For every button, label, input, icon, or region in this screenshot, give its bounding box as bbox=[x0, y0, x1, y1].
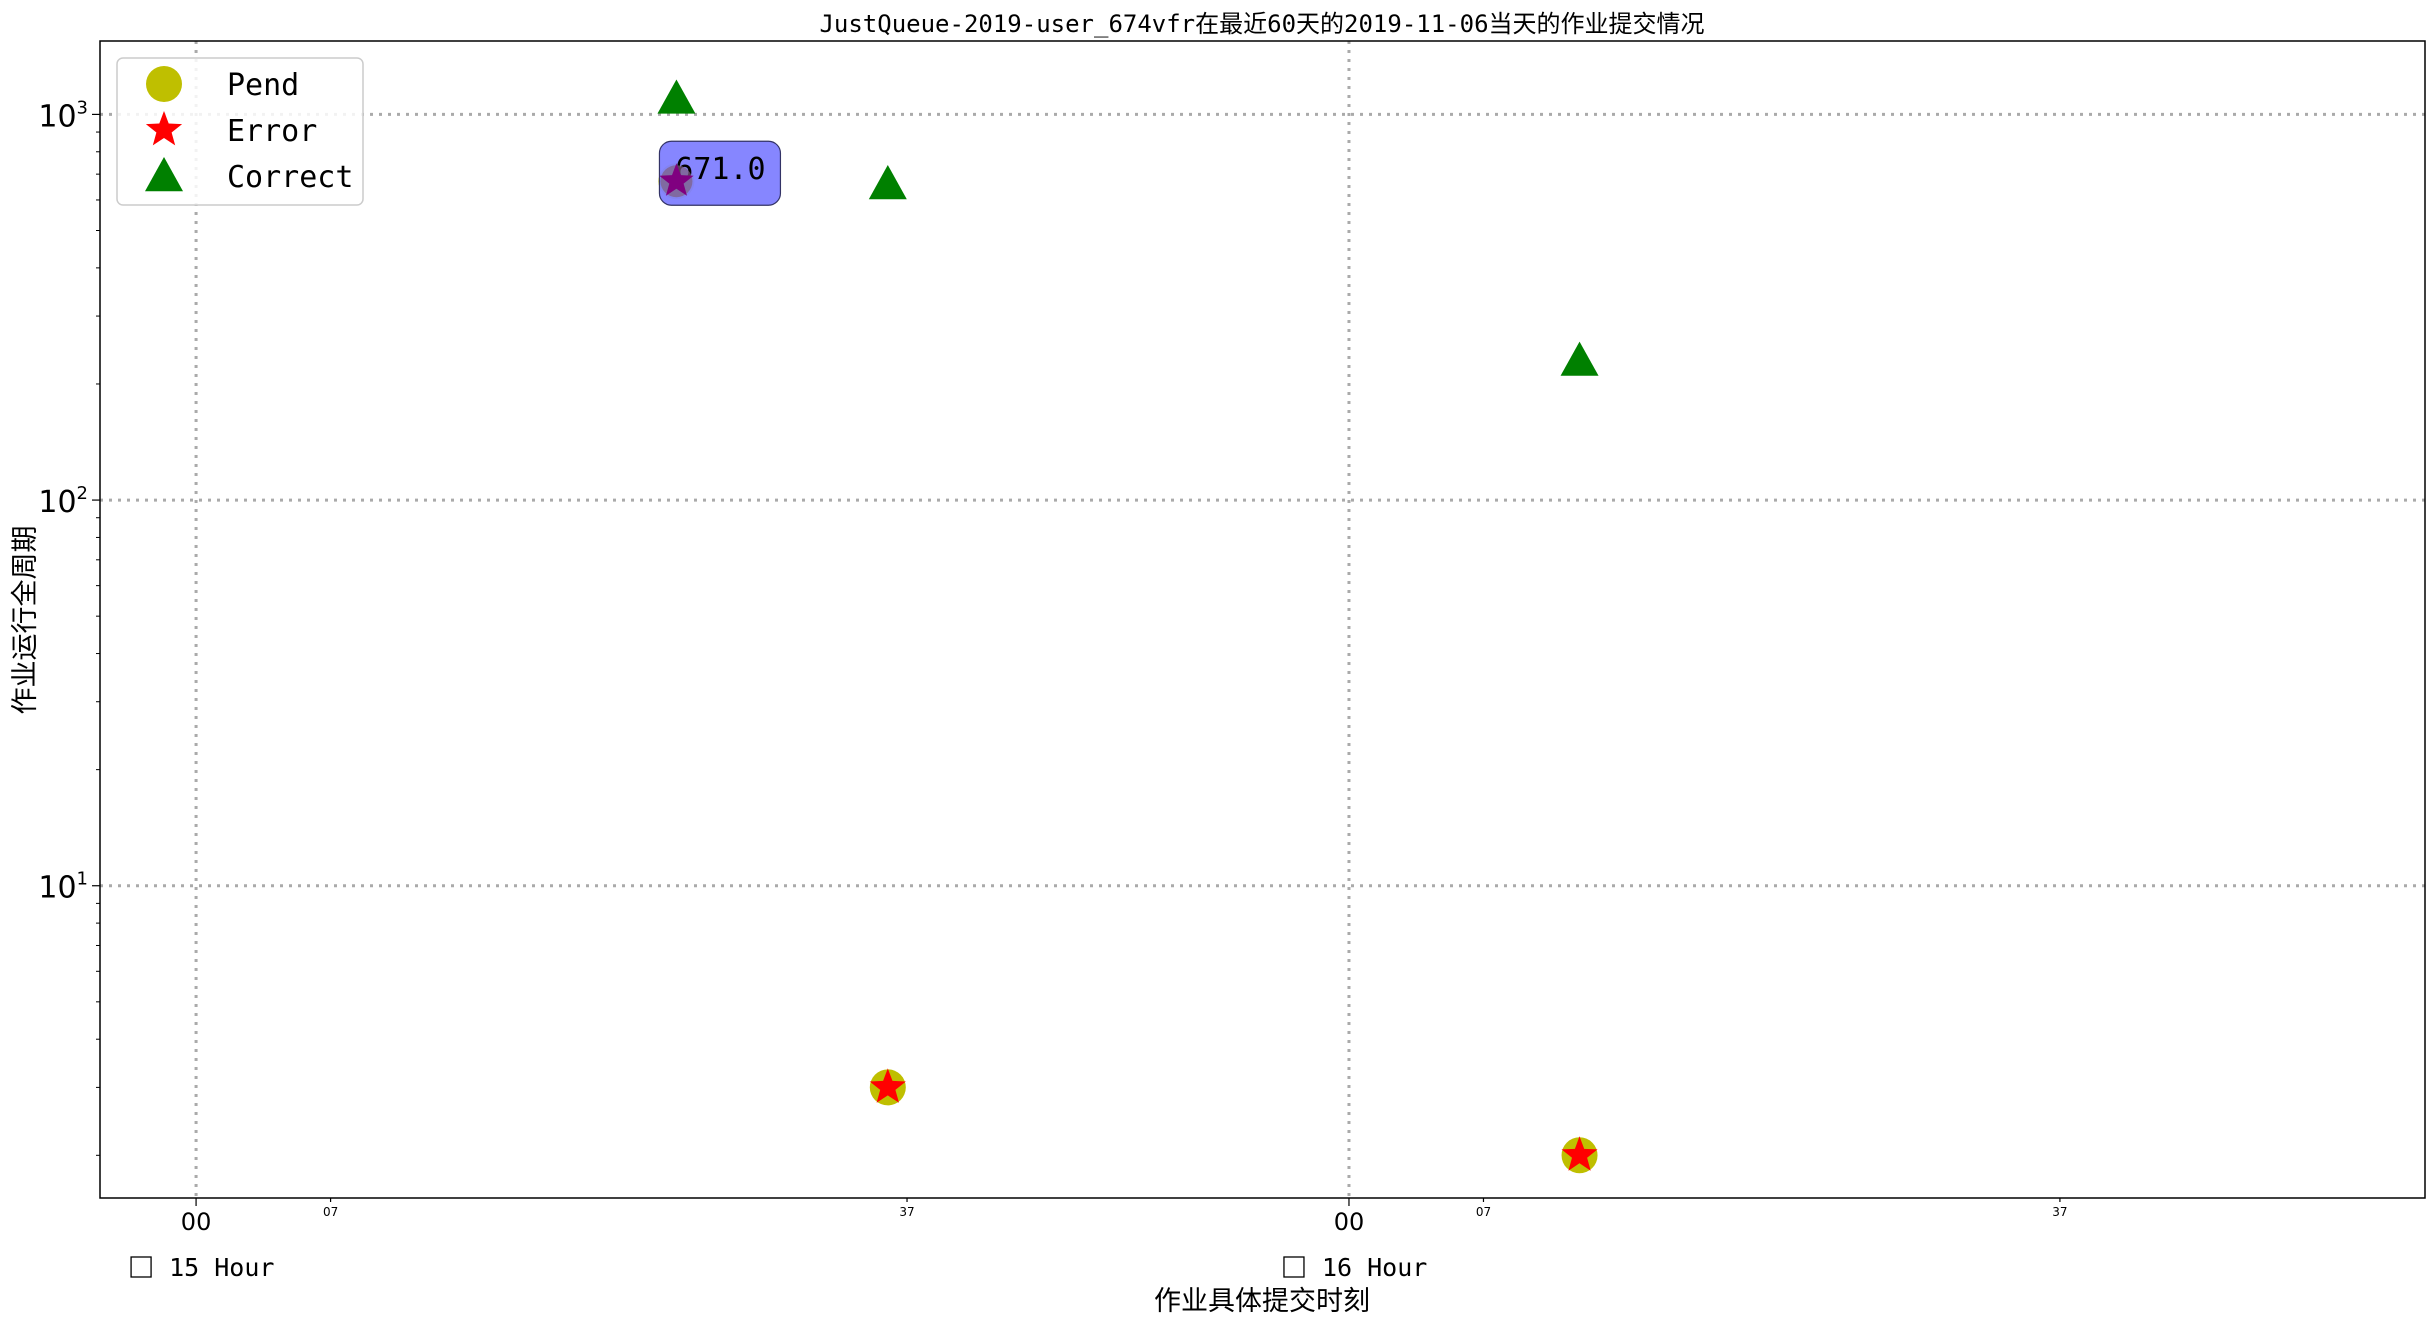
x-tick-label: 07 bbox=[1476, 1205, 1491, 1219]
legend-marker-pend bbox=[146, 66, 182, 102]
x-tick-label: 37 bbox=[899, 1205, 914, 1219]
legend-label-pend: Pend bbox=[227, 68, 299, 103]
y-tick-label: 103 bbox=[38, 97, 88, 134]
hour-checkbox-icon bbox=[1283, 1256, 1305, 1278]
legend-label-error: Error bbox=[227, 114, 317, 149]
error-point bbox=[1561, 1136, 1598, 1171]
hour-checkbox-icon bbox=[130, 1256, 152, 1278]
chart-title: JustQueue-2019-user_674vfr在最近60天的2019-11… bbox=[819, 10, 1704, 38]
y-axis-ticks: 101 102 103 bbox=[38, 97, 100, 1156]
data-marks bbox=[657, 79, 1599, 1174]
hour-label: 15 Hour bbox=[169, 1253, 274, 1282]
x-tick-label: 37 bbox=[2052, 1205, 2067, 1219]
error-point bbox=[869, 1068, 906, 1103]
x-tick-label: 00 bbox=[181, 1208, 212, 1236]
hour-label: 16 Hour bbox=[1322, 1253, 1427, 1282]
hour-labels: 15 Hour 16 Hour bbox=[130, 1253, 1427, 1282]
annotations: 671.0 bbox=[658, 140, 782, 206]
y-tick-label: 101 bbox=[38, 869, 88, 906]
correct-point bbox=[1560, 341, 1599, 376]
grid bbox=[100, 41, 2425, 1198]
legend-marker-error bbox=[145, 111, 183, 146]
x-tick-label: 00 bbox=[1334, 1208, 1365, 1236]
y-tick-label: 102 bbox=[38, 483, 88, 520]
x-axis-ticks: 00 07 37 00 07 37 bbox=[181, 1198, 2068, 1236]
legend-label-correct: Correct bbox=[227, 160, 353, 195]
legend-marker-correct bbox=[145, 157, 183, 192]
legend-box bbox=[116, 57, 364, 206]
legend: Pend Error Correct bbox=[116, 57, 364, 206]
correct-point bbox=[868, 165, 907, 200]
correct-point bbox=[657, 79, 696, 114]
error-point-overlay bbox=[659, 163, 694, 196]
plot-frame bbox=[99, 40, 2426, 1199]
y-axis-label: 作业运行全周期 bbox=[10, 526, 41, 715]
x-tick-label: 07 bbox=[323, 1205, 338, 1219]
x-axis-label: 作业具体提交时刻 bbox=[1154, 1286, 1370, 1317]
